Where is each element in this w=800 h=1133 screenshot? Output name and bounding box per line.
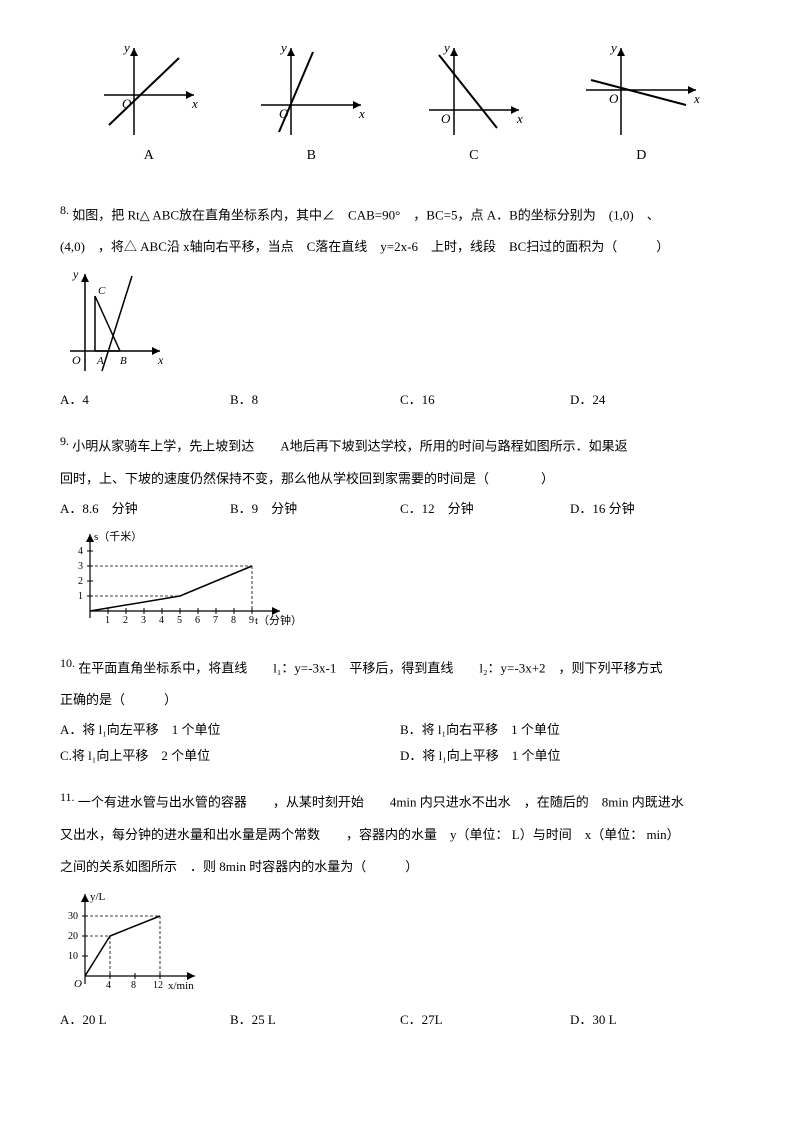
q11-optC: C．27L (400, 1009, 570, 1031)
q9-options: A．8.6 分钟 B．9 分钟 C．12 分钟 D．16 分钟 (60, 498, 740, 520)
svg-text:20: 20 (68, 931, 78, 942)
q11-line2: 又出水，每分钟的进水量和出水量是两个常数 ，容器内的水量 y（单位： L）与时间… (60, 822, 740, 848)
svg-text:1: 1 (105, 615, 110, 626)
q11-options: A．20 L B．25 L C．27L D．30 L (60, 1009, 740, 1031)
diagram-A: y x O A (94, 40, 204, 168)
q11-line1: 11. 一个有进水管与出水管的容器 ，从某时刻开始 4min 内只进水不出水 ，… (60, 785, 740, 815)
diagram-label-A: A (94, 144, 204, 168)
q10-optB: B．将 l₁向右平移 1 个单位 (400, 719, 740, 741)
svg-text:y: y (279, 40, 287, 55)
question-9: 9. 小明从家骑车上学，先上坡到达 A地后再下坡到达学校，所用的时间与路程如图所… (60, 429, 740, 633)
q8-optD: D．24 (570, 389, 740, 411)
q9-figure: s（千米） t（分钟） 1 2 3 4 1 2 3 4 5 6 7 8 9 (60, 526, 740, 633)
svg-text:x/min: x/min (168, 980, 194, 992)
svg-text:C: C (98, 285, 106, 297)
svg-text:y: y (72, 267, 79, 281)
question-11: 11. 一个有进水管与出水管的容器 ，从某时刻开始 4min 内只进水不出水 ，… (60, 785, 740, 1031)
q8-optB: B．8 (230, 389, 400, 411)
svg-text:8: 8 (131, 980, 136, 991)
q8-optC: C．16 (400, 389, 570, 411)
coord-diagram-B-icon: y x O (251, 40, 371, 140)
diagram-label-D: D (576, 144, 706, 168)
svg-text:4: 4 (159, 615, 164, 626)
svg-text:x: x (157, 353, 164, 367)
q8-line2: (4,0) ，将△ ABC沿 x轴向右平移，当点 C落在直线 y=2x-6 上时… (60, 234, 740, 260)
coord-diagram-D-icon: y x O (576, 40, 706, 140)
svg-text:3: 3 (141, 615, 146, 626)
q10-optD: D．将 l₁向上平移 1 个单位 (400, 745, 740, 767)
q8-options: A．4 B．8 C．16 D．24 (60, 389, 740, 411)
diagram-B: y x O B (251, 40, 371, 168)
svg-text:30: 30 (68, 911, 78, 922)
svg-text:B: B (120, 355, 127, 367)
svg-text:7: 7 (213, 615, 218, 626)
svg-text:x: x (516, 111, 523, 126)
q8-triangle-icon: y x O A B C (60, 266, 170, 376)
svg-text:y: y (442, 40, 450, 55)
svg-text:4: 4 (106, 980, 111, 991)
diagram-row-top: y x O A y x O B y x O C (60, 40, 740, 168)
svg-text:t（分钟）: t（分钟） (255, 613, 300, 626)
svg-text:2: 2 (78, 576, 83, 587)
q9-optB: B．9 分钟 (230, 498, 400, 520)
svg-text:O: O (74, 978, 82, 990)
svg-text:10: 10 (68, 951, 78, 962)
question-10: 10. 在平面直角坐标系中，将直线 l₁：y=-3x-1 平移后，得到直线 l₂… (60, 651, 740, 768)
q11-optD: D．30 L (570, 1009, 740, 1031)
q9-optA: A．8.6 分钟 (60, 498, 230, 520)
q11-line3: 之间的关系如图所示 ．则 8min 时容器内的水量为（ ） (60, 854, 740, 880)
q9-optC: C．12 分钟 (400, 498, 570, 520)
q9-line1: 9. 小明从家骑车上学，先上坡到达 A地后再下坡到达学校，所用的时间与路程如图所… (60, 429, 740, 459)
svg-text:A: A (96, 355, 104, 367)
q10-optA: A．将 l₁向左平移 1 个单位 (60, 719, 400, 741)
svg-text:4: 4 (78, 546, 83, 557)
svg-text:9: 9 (249, 615, 254, 626)
svg-text:1: 1 (78, 591, 83, 602)
svg-text:8: 8 (231, 615, 236, 626)
svg-text:O: O (609, 91, 619, 106)
svg-text:x: x (358, 106, 365, 121)
question-8: 8. 如图，把 Rt△ ABC放在直角坐标系内，其中∠ CAB=90° ，BC=… (60, 198, 740, 412)
svg-text:y: y (122, 40, 130, 55)
svg-text:12: 12 (153, 980, 163, 991)
q8-line1: 8. 如图，把 Rt△ ABC放在直角坐标系内，其中∠ CAB=90° ，BC=… (60, 198, 740, 228)
q11-figure: y/L x/min O 10 20 30 4 8 12 (60, 886, 740, 1003)
diagram-label-C: C (419, 144, 529, 168)
q11-chart-icon: y/L x/min O 10 20 30 4 8 12 (60, 886, 210, 996)
coord-diagram-C-icon: y x O (419, 40, 529, 140)
q10-options-row2: C.将 l₁向上平移 2 个单位 D．将 l₁向上平移 1 个单位 (60, 745, 740, 767)
svg-text:3: 3 (78, 561, 83, 572)
q10-optC: C.将 l₁向上平移 2 个单位 (60, 745, 400, 767)
diagram-C: y x O C (419, 40, 529, 168)
diagram-D: y x O D (576, 40, 706, 168)
q10-options-row1: A．将 l₁向左平移 1 个单位 B．将 l₁向右平移 1 个单位 (60, 719, 740, 741)
svg-text:O: O (72, 353, 81, 367)
svg-text:x: x (693, 91, 700, 106)
svg-text:y: y (609, 40, 617, 55)
q9-chart-icon: s（千米） t（分钟） 1 2 3 4 1 2 3 4 5 6 7 8 9 (60, 526, 300, 626)
svg-text:s（千米）: s（千米） (94, 530, 142, 543)
q8-optA: A．4 (60, 389, 230, 411)
q9-line2: 回时，上、下坡的速度仍然保持不变，那么他从学校回到家需要的时间是（ ） (60, 466, 740, 492)
svg-text:O: O (441, 111, 451, 126)
q11-optA: A．20 L (60, 1009, 230, 1031)
q10-line1: 10. 在平面直角坐标系中，将直线 l₁：y=-3x-1 平移后，得到直线 l₂… (60, 651, 740, 681)
svg-text:x: x (191, 96, 198, 111)
svg-text:y/L: y/L (90, 891, 106, 903)
q10-line2: 正确的是（ ） (60, 687, 740, 713)
svg-text:2: 2 (123, 615, 128, 626)
q11-optB: B．25 L (230, 1009, 400, 1031)
q8-figure: y x O A B C (60, 266, 740, 383)
svg-text:6: 6 (195, 615, 200, 626)
svg-text:5: 5 (177, 615, 182, 626)
diagram-label-B: B (251, 144, 371, 168)
coord-diagram-A-icon: y x O (94, 40, 204, 140)
q9-optD: D．16 分钟 (570, 498, 740, 520)
